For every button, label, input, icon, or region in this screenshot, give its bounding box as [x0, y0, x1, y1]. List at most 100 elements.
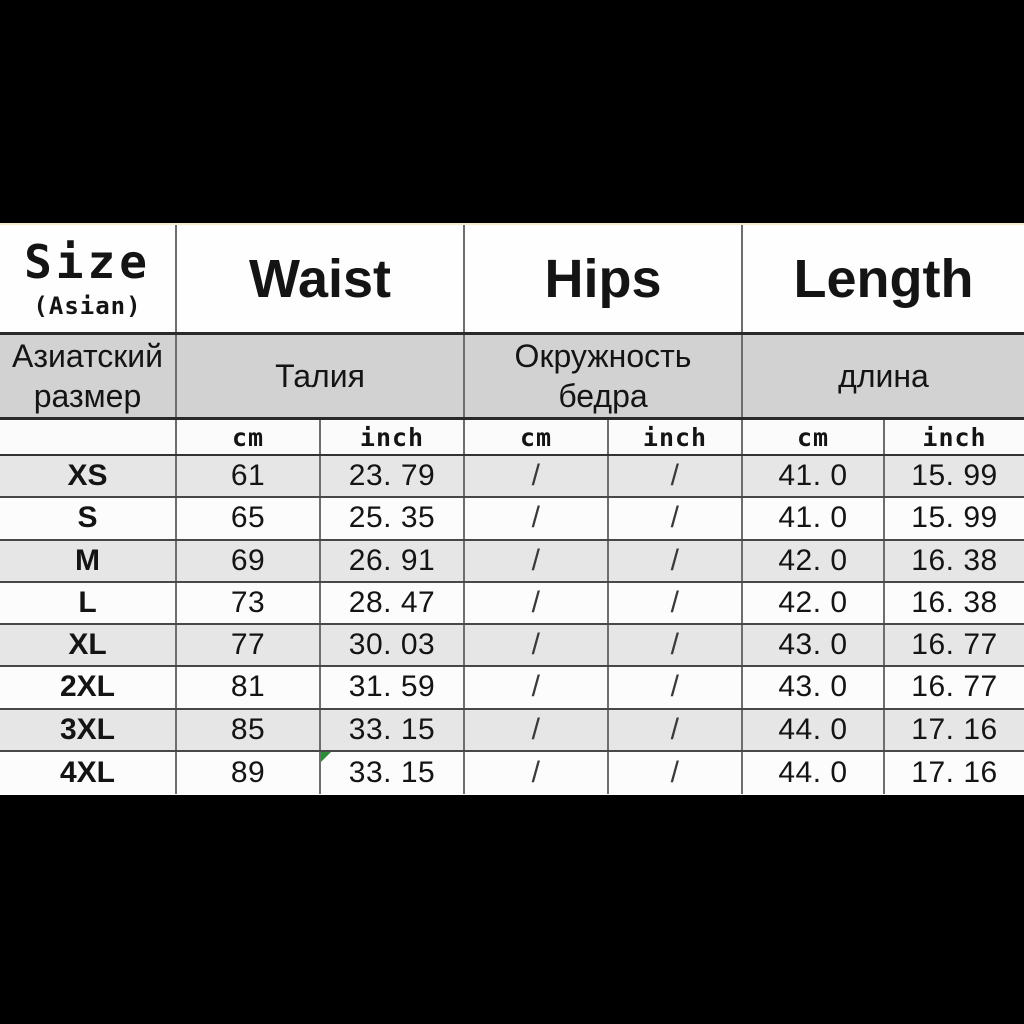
table-row-xs: XS 61 23. 79 / / 41. 0 15. 99: [0, 456, 1024, 499]
hips-cm-cell: /: [465, 456, 609, 497]
waist-cm-cell: 73: [177, 582, 321, 623]
size-cell: 3XL: [0, 709, 177, 750]
length-cm-cell: 41. 0: [743, 456, 885, 497]
length-inch-cell: 16. 77: [911, 670, 998, 704]
header-cell-hips: Hips: [465, 225, 743, 332]
units-cell-waist-cm: cm: [177, 420, 321, 454]
table-row-4xl: 4XL 89 33. 15 / / 44. 0 17. 16: [0, 751, 1024, 794]
hips-cm-cell: /: [465, 625, 609, 666]
header-cell-hips-ru: Окружность бедра: [465, 335, 743, 417]
unit-label: cm: [519, 422, 553, 452]
hips-cm-cell: /: [465, 540, 609, 581]
units-cell-empty: [0, 420, 177, 454]
waist-inch-cell: 25. 35: [321, 498, 465, 539]
hips-inch-cell: /: [609, 625, 743, 666]
size-cell: S: [0, 498, 177, 539]
hips-inch-cell: /: [609, 456, 743, 497]
length-inch-cell: 16. 38: [911, 585, 998, 619]
waist-inch-cell: 31. 59: [321, 667, 465, 708]
size-title-russian: Азиатский размер: [11, 338, 164, 414]
hips-cm-cell: /: [465, 709, 609, 750]
units-cell-hips-inch: inch: [609, 420, 743, 454]
size-chart-table: Size (Asian) Waist Hips Length Азиатский…: [0, 223, 1024, 795]
hips-cm-cell: /: [465, 751, 609, 794]
size-cell: M: [0, 540, 177, 581]
waist-cm-cell: 69: [177, 540, 321, 581]
length-inch-cell: 16. 38: [911, 543, 998, 577]
length-cm-cell: 41. 0: [743, 498, 885, 539]
units-cell-hips-cm: cm: [465, 420, 609, 454]
hips-inch-cell: /: [609, 667, 743, 708]
unit-label: inch: [922, 422, 987, 452]
unit-label: inch: [642, 422, 708, 452]
waist-inch-cell: 33. 15: [321, 751, 465, 794]
size-cell: XS: [0, 456, 177, 497]
hips-inch-cell: /: [609, 709, 743, 750]
units-cell-waist-inch: inch: [321, 420, 465, 454]
length-inch-cell: 17. 16: [911, 755, 998, 789]
header-cell-size: Size (Asian): [0, 225, 177, 332]
hips-inch-cell: /: [609, 751, 743, 794]
size-cell: 2XL: [0, 667, 177, 708]
hips-inch-cell: /: [609, 540, 743, 581]
length-cm-cell: 43. 0: [743, 667, 885, 708]
header-cell-waist: Waist: [177, 225, 465, 332]
length-cm-cell: 44. 0: [743, 709, 885, 750]
waist-cm-cell: 89: [177, 751, 321, 794]
waist-cm-cell: 77: [177, 625, 321, 666]
hips-cm-cell: /: [465, 498, 609, 539]
units-row: cm inch cm inch cm inch: [0, 420, 1024, 456]
length-inch-cell: 15. 99: [911, 459, 998, 493]
hips-title: Hips: [544, 248, 662, 309]
waist-cm-cell: 61: [177, 456, 321, 497]
waist-cm-cell: 85: [177, 709, 321, 750]
hips-inch-cell: /: [609, 498, 743, 539]
size-cell: L: [0, 582, 177, 623]
size-cell: 4XL: [0, 751, 177, 794]
waist-cm-cell: 81: [177, 667, 321, 708]
length-inch-cell: 15. 99: [911, 501, 998, 535]
waist-inch-cell: 26. 91: [321, 540, 465, 581]
table-row-m: M 69 26. 91 / / 42. 0 16. 38: [0, 540, 1024, 583]
length-cm-cell: 42. 0: [743, 540, 885, 581]
units-cell-length-inch: inch: [885, 420, 1024, 454]
hips-title-russian: Окружность бедра: [514, 338, 692, 414]
table-row-3xl: 3XL 85 33. 15 / / 44. 0 17. 16: [0, 709, 1024, 752]
table-row-l: L 73 28. 47 / / 42. 0 16. 38: [0, 582, 1024, 625]
table-row-2xl: 2XL 81 31. 59 / / 43. 0 16. 77: [0, 667, 1024, 710]
size-cell: XL: [0, 625, 177, 666]
waist-cm-cell: 65: [177, 498, 321, 539]
length-cm-cell: 44. 0: [743, 751, 885, 794]
size-title: Size: [24, 235, 151, 290]
waist-title: Waist: [248, 248, 391, 309]
size-subtitle: (Asian): [33, 291, 142, 320]
header-row-english: Size (Asian) Waist Hips Length: [0, 225, 1024, 335]
length-inch-cell: 17. 16: [911, 712, 998, 746]
unit-label: inch: [359, 422, 425, 452]
waist-inch-cell: 23. 79: [321, 456, 465, 497]
cell-error-marker-icon: [321, 751, 331, 762]
header-cell-waist-ru: Талия: [177, 335, 465, 417]
table-row-xl: XL 77 30. 03 / / 43. 0 16. 77: [0, 625, 1024, 668]
waist-inch-cell: 30. 03: [321, 625, 465, 666]
hips-inch-cell: /: [609, 582, 743, 623]
unit-label: cm: [231, 422, 265, 452]
header-cell-length: Length: [743, 225, 1024, 332]
hips-cm-cell: /: [465, 582, 609, 623]
hips-cm-cell: /: [465, 667, 609, 708]
units-cell-length-cm: cm: [743, 420, 885, 454]
length-title: Length: [793, 248, 974, 309]
length-cm-cell: 42. 0: [743, 582, 885, 623]
unit-label: cm: [796, 422, 830, 452]
header-row-russian: Азиатский размер Талия Окружность бедра …: [0, 335, 1024, 420]
waist-title-russian: Талия: [275, 358, 365, 394]
waist-inch-cell: 33. 15: [321, 709, 465, 750]
length-title-russian: длина: [838, 358, 929, 394]
header-cell-length-ru: длина: [743, 335, 1024, 417]
length-cm-cell: 43. 0: [743, 625, 885, 666]
table-row-s: S 65 25. 35 / / 41. 0 15. 99: [0, 498, 1024, 541]
header-cell-size-ru: Азиатский размер: [0, 335, 177, 417]
waist-inch-cell: 28. 47: [321, 582, 465, 623]
length-inch-cell: 16. 77: [911, 628, 998, 662]
